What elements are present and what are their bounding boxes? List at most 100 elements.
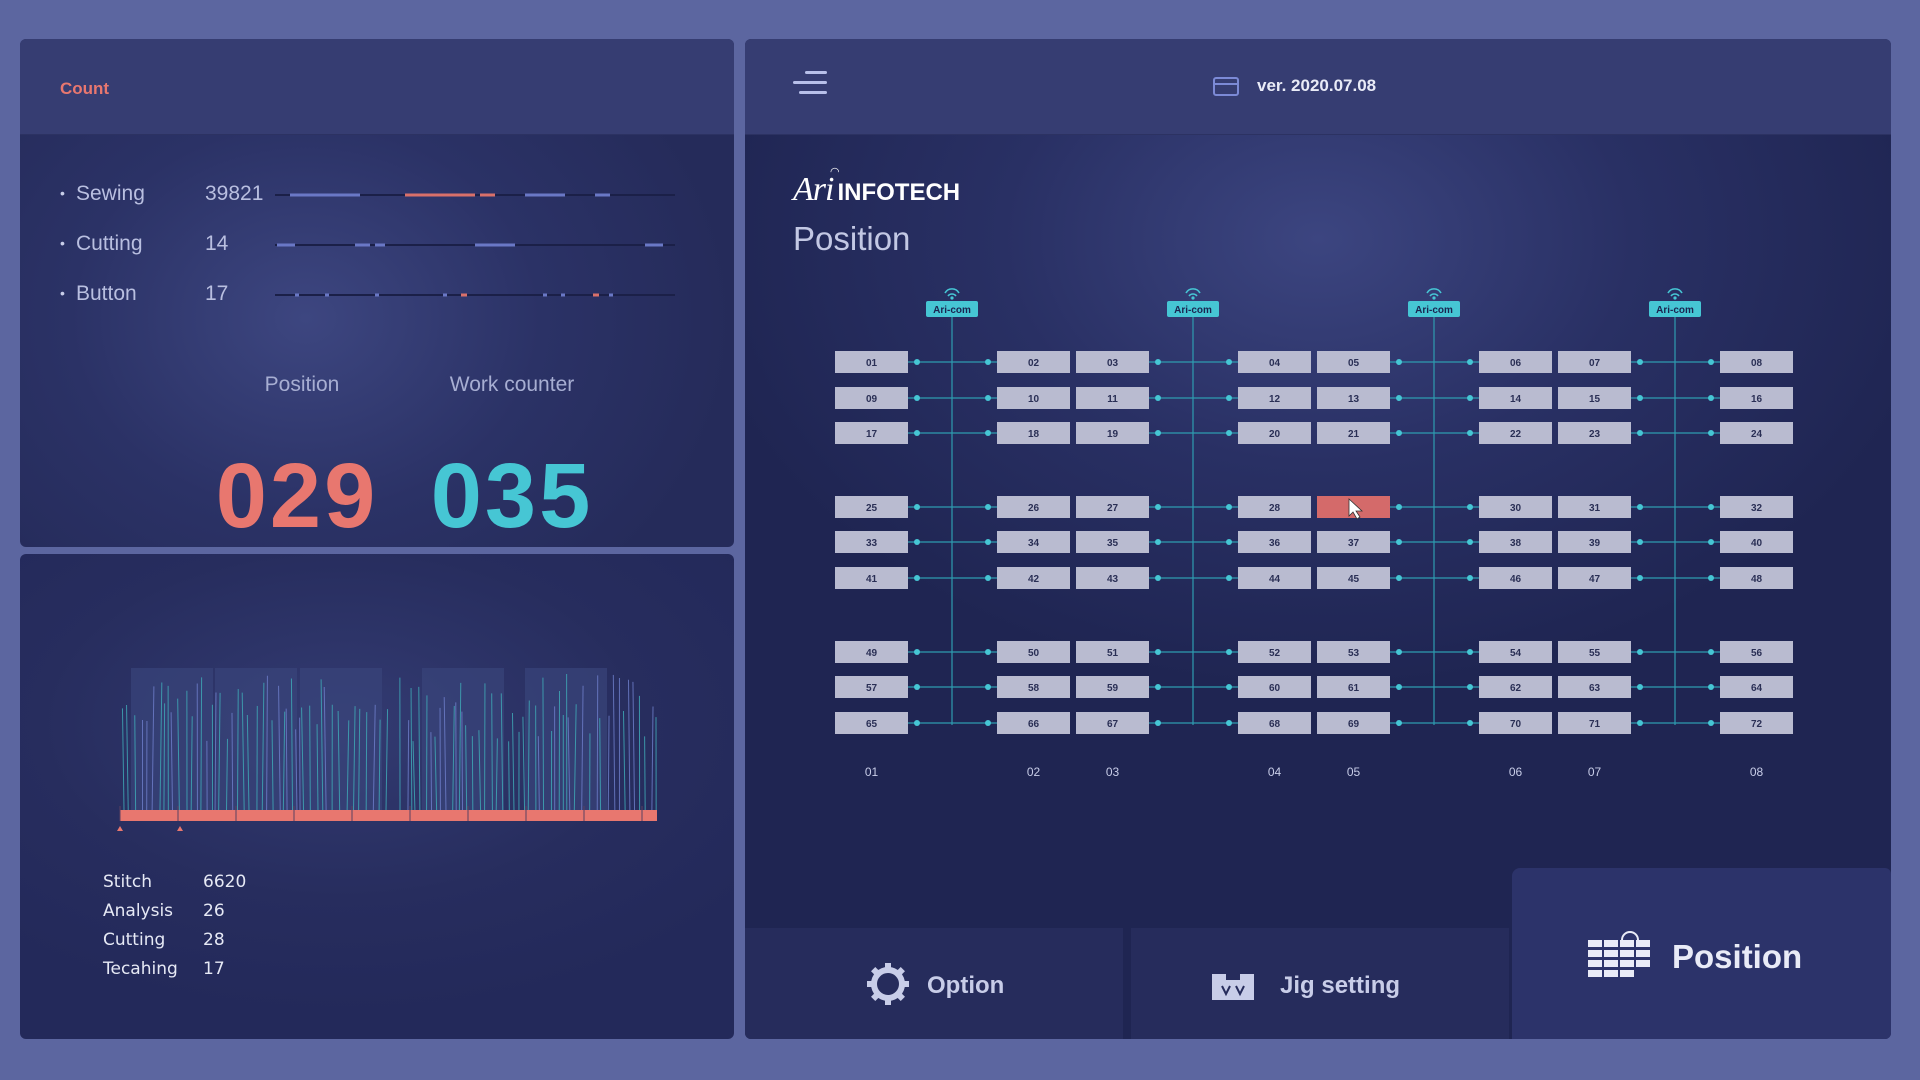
position-cell[interactable]: 41: [835, 567, 908, 589]
connector-dot: [1396, 539, 1402, 545]
position-cell[interactable]: 54: [1479, 641, 1552, 663]
position-cell[interactable]: 46: [1479, 567, 1552, 589]
position-cell[interactable]: 39: [1558, 531, 1631, 553]
waveform-line: [151, 686, 155, 811]
position-cell[interactable]: 53: [1317, 641, 1390, 663]
connector-dot: [1155, 430, 1161, 436]
position-cell[interactable]: 11: [1076, 387, 1149, 409]
position-cell[interactable]: 57: [835, 676, 908, 698]
position-cell[interactable]: 01: [835, 351, 908, 373]
position-cell[interactable]: 27: [1076, 496, 1149, 518]
position-cell[interactable]: 20: [1238, 422, 1311, 444]
position-cell[interactable]: 37: [1317, 531, 1390, 553]
position-cell[interactable]: 70: [1479, 712, 1552, 734]
ari-com-hub[interactable]: Ari-com: [1649, 288, 1701, 317]
waveform-line: [309, 705, 311, 811]
connector-dot: [1226, 649, 1232, 655]
position-cell[interactable]: 42: [997, 567, 1070, 589]
position-cell[interactable]: 66: [997, 712, 1070, 734]
position-cell[interactable]: 36: [1238, 531, 1311, 553]
position-cell[interactable]: 40: [1720, 531, 1793, 553]
position-cell[interactable]: 03: [1076, 351, 1149, 373]
position-cell[interactable]: 65: [835, 712, 908, 734]
position-cell[interactable]: 64: [1720, 676, 1793, 698]
waveform-line: [301, 707, 305, 811]
waveform-line: [121, 708, 125, 811]
start-marker-icon: [117, 826, 123, 831]
position-cell[interactable]: 59: [1076, 676, 1149, 698]
position-cell[interactable]: 44: [1238, 567, 1311, 589]
position-number: 20: [1269, 429, 1281, 440]
position-cell[interactable]: 43: [1076, 567, 1149, 589]
position-cell[interactable]: 50: [997, 641, 1070, 663]
position-cell[interactable]: 24: [1720, 422, 1793, 444]
position-cell[interactable]: 38: [1479, 531, 1552, 553]
connector-dot: [914, 359, 920, 365]
connector-dot: [985, 649, 991, 655]
position-cell[interactable]: 52: [1238, 641, 1311, 663]
tab-jig-setting[interactable]: Jig setting: [1131, 928, 1509, 1039]
tab-position[interactable]: Position: [1512, 868, 1891, 1039]
position-cell[interactable]: 47: [1558, 567, 1631, 589]
position-cell[interactable]: 21: [1317, 422, 1390, 444]
position-cell[interactable]: 72: [1720, 712, 1793, 734]
position-cell[interactable]: 23: [1558, 422, 1631, 444]
position-cell[interactable]: 49: [835, 641, 908, 663]
position-cell[interactable]: 60: [1238, 676, 1311, 698]
position-cell[interactable]: 05: [1317, 351, 1390, 373]
position-cell[interactable]: 68: [1238, 712, 1311, 734]
waveform-line: [226, 738, 228, 811]
position-cell[interactable]: 55: [1558, 641, 1631, 663]
sewing-timeline: [275, 193, 675, 197]
ari-com-hub[interactable]: Ari-com: [926, 288, 978, 317]
position-cell[interactable]: 31: [1558, 496, 1631, 518]
position-cell[interactable]: 06: [1479, 351, 1552, 373]
position-cell[interactable]: 25: [835, 496, 908, 518]
position-cell[interactable]: 19: [1076, 422, 1149, 444]
position-cell[interactable]: 18: [997, 422, 1070, 444]
position-number: 38: [1510, 538, 1522, 549]
ari-com-hub[interactable]: Ari-com: [1408, 288, 1460, 317]
position-cell[interactable]: 07: [1558, 351, 1631, 373]
position-cell[interactable]: 48: [1720, 567, 1793, 589]
position-cell[interactable]: 69: [1317, 712, 1390, 734]
position-cell[interactable]: 14: [1479, 387, 1552, 409]
tab-option[interactable]: Option: [745, 928, 1123, 1039]
position-cell[interactable]: 10: [997, 387, 1070, 409]
waveform-line: [378, 719, 381, 811]
position-cell[interactable]: 58: [997, 676, 1070, 698]
position-cell[interactable]: 33: [835, 531, 908, 553]
position-cell[interactable]: 34: [997, 531, 1070, 553]
position-cell[interactable]: 16: [1720, 387, 1793, 409]
waveform-line: [627, 679, 631, 811]
position-cell[interactable]: 26: [997, 496, 1070, 518]
position-cell[interactable]: 22: [1479, 422, 1552, 444]
position-cell[interactable]: 13: [1317, 387, 1390, 409]
position-cell[interactable]: 67: [1076, 712, 1149, 734]
position-cell[interactable]: 71: [1558, 712, 1631, 734]
position-cell[interactable]: 61: [1317, 676, 1390, 698]
position-cell[interactable]: 28: [1238, 496, 1311, 518]
waveform-line: [337, 710, 341, 811]
position-cell[interactable]: 15: [1558, 387, 1631, 409]
position-cell[interactable]: 45: [1317, 567, 1390, 589]
position-cell[interactable]: 62: [1479, 676, 1552, 698]
waveform-line: [522, 716, 526, 811]
position-cell[interactable]: 17: [835, 422, 908, 444]
position-cell[interactable]: 56: [1720, 641, 1793, 663]
position-cell[interactable]: 04: [1238, 351, 1311, 373]
stat-value: 28: [203, 930, 225, 950]
position-cell[interactable]: 35: [1076, 531, 1149, 553]
position-cell[interactable]: 02: [997, 351, 1070, 373]
position-cell[interactable]: 32: [1720, 496, 1793, 518]
waveform-line: [285, 708, 288, 811]
ari-com-hub[interactable]: Ari-com: [1167, 288, 1219, 317]
position-cell[interactable]: 63: [1558, 676, 1631, 698]
position-cell[interactable]: 51: [1076, 641, 1149, 663]
position-cell[interactable]: 12: [1238, 387, 1311, 409]
hamburger-menu-icon[interactable]: [793, 71, 827, 95]
position-cell-selected[interactable]: [1317, 496, 1390, 520]
position-cell[interactable]: 08: [1720, 351, 1793, 373]
position-cell[interactable]: 09: [835, 387, 908, 409]
position-cell[interactable]: 30: [1479, 496, 1552, 518]
